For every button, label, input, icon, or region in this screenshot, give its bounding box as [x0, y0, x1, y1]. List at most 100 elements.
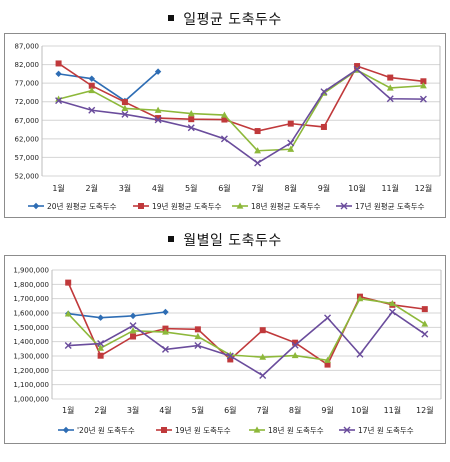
legend-marker: [340, 202, 348, 210]
data-point: [356, 350, 364, 358]
y-tick-label: 67,000: [15, 117, 40, 125]
chart-frame: [4, 33, 446, 218]
legend-marker: [32, 202, 40, 210]
data-point: [259, 371, 267, 379]
data-point: [287, 139, 295, 147]
data-point: [419, 95, 427, 103]
y-tick-label: 62,000: [15, 135, 40, 143]
data-point: [353, 65, 361, 73]
data-point: [121, 110, 129, 118]
x-tick-label: 10월: [348, 183, 366, 193]
data-point: [320, 123, 327, 130]
x-tick-label: 7월: [256, 405, 268, 415]
legend-marker: [253, 426, 261, 433]
data-point: [121, 104, 129, 111]
y-tick-label: 1,600,000: [13, 310, 49, 318]
series-line: [68, 310, 426, 377]
y-tick-label: 1,200,000: [13, 367, 49, 375]
chart-frame: [4, 255, 446, 444]
series-4: [55, 65, 427, 167]
data-point: [154, 106, 162, 113]
legend-label: 19년 원평균 도축두수: [152, 201, 222, 211]
x-tick-label: 2월: [86, 183, 98, 193]
data-point: [97, 344, 105, 351]
data-point: [188, 116, 195, 123]
x-tick-label: 6월: [224, 405, 236, 415]
x-tick-label: 4월: [159, 405, 171, 415]
data-point: [388, 299, 396, 307]
legend-label: 19년 원 도축두수: [175, 425, 231, 435]
x-tick-label: 9월: [318, 183, 330, 193]
y-tick-label: 57,000: [15, 154, 40, 162]
series-4: [64, 308, 429, 379]
data-point: [221, 116, 228, 123]
data-point: [129, 327, 137, 334]
data-point: [320, 88, 328, 96]
x-tick-label: 8월: [285, 183, 297, 193]
data-point: [292, 339, 299, 346]
series-2: [65, 279, 428, 368]
data-point: [324, 361, 331, 368]
data-point: [162, 328, 169, 335]
y-tick-label: 52,000: [15, 173, 40, 181]
series-line: [58, 71, 159, 102]
data-point: [88, 75, 95, 82]
x-tick-label: 2월: [94, 405, 106, 415]
data-point: [291, 341, 299, 349]
x-tick-label: 5월: [185, 183, 197, 193]
x-tick-label: 12월: [416, 405, 434, 415]
x-tick-label: 11월: [384, 405, 402, 415]
data-point: [387, 74, 394, 81]
data-point: [287, 120, 294, 127]
series-line: [67, 282, 425, 366]
data-point: [420, 82, 427, 89]
data-point: [287, 145, 295, 152]
data-point: [187, 124, 195, 132]
data-point: [161, 345, 169, 353]
y-tick-label: 1,400,000: [13, 338, 49, 346]
y-tick-label: 72,000: [15, 98, 40, 106]
data-point: [324, 356, 331, 363]
data-point: [130, 333, 137, 340]
y-tick-label: 1,500,000: [13, 324, 49, 332]
legend-label: 18년 원 도축두수: [268, 425, 324, 435]
data-point: [421, 320, 429, 327]
data-point: [121, 99, 128, 106]
data-point: [388, 308, 396, 316]
data-point: [259, 327, 266, 334]
legend-label: 17년 원 도축두수: [358, 425, 414, 435]
data-point: [291, 351, 299, 359]
legend-marker: [236, 202, 244, 209]
legend-marker: [343, 426, 351, 434]
data-point: [162, 308, 169, 316]
data-point: [221, 111, 228, 118]
x-tick-label: 1월: [52, 183, 64, 193]
data-point: [421, 330, 429, 338]
data-point: [97, 314, 104, 321]
data-point: [420, 78, 427, 85]
series-3: [55, 66, 427, 154]
data-point: [97, 352, 104, 359]
y-tick-label: 1,700,000: [13, 295, 49, 303]
y-tick-label: 87,000: [15, 43, 40, 51]
data-point: [187, 110, 195, 117]
series-line: [68, 311, 166, 319]
x-tick-label: 6월: [218, 183, 230, 193]
chart-title: 일평균 도축두수: [183, 12, 282, 28]
x-tick-label: 7월: [251, 183, 263, 193]
data-point: [194, 342, 202, 350]
data-point: [64, 310, 72, 317]
y-tick-label: 1,900,000: [13, 267, 49, 275]
data-point: [259, 353, 267, 360]
title-bullet-icon: [168, 15, 175, 21]
data-point: [386, 95, 394, 103]
data-point: [227, 356, 234, 363]
legend-label: 17년 원평균 도축두수: [355, 201, 425, 211]
x-tick-label: 3월: [127, 405, 139, 415]
chart-title-row-1: 일평균 도축두수: [0, 9, 450, 29]
series-line: [58, 69, 424, 152]
chart-title: 월별일 도축두수: [183, 233, 282, 249]
series-line: [58, 68, 424, 164]
data-point: [254, 128, 261, 135]
